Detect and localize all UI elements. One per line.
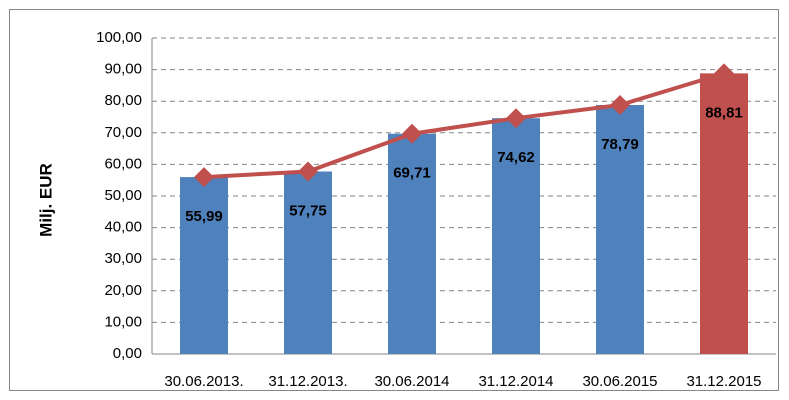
y-tick-label: 30,00	[104, 250, 142, 267]
data-label: 69,71	[393, 165, 431, 182]
y-tick-label: 10,00	[104, 313, 142, 330]
y-tick-label: 0,00	[113, 345, 142, 362]
y-tick-label: 50,00	[104, 187, 142, 204]
line	[203, 71, 725, 180]
data-label: 88,81	[705, 104, 743, 121]
x-tick-label: 30.06.2015	[582, 373, 657, 390]
bar	[180, 177, 228, 354]
y-tick-label: 100,00	[96, 29, 142, 46]
bar	[284, 171, 332, 354]
y-tick-label: 70,00	[104, 124, 142, 141]
data-label: 78,79	[601, 136, 639, 153]
data-label: 74,62	[497, 149, 535, 166]
y-tick-label: 20,00	[104, 282, 142, 299]
y-axis-label: Milj. EUR	[36, 163, 55, 237]
line-marker	[506, 108, 526, 129]
y-tick-label: 60,00	[104, 155, 142, 172]
x-tick-label: 31.12.2013.	[268, 373, 347, 390]
line-marker	[610, 95, 630, 116]
line-marker	[714, 63, 734, 84]
y-tick-label: 90,00	[104, 61, 142, 78]
y-tick-label: 40,00	[104, 219, 142, 236]
line-marker	[194, 167, 214, 188]
y-tick-label: 80,00	[104, 92, 142, 109]
bar	[388, 133, 436, 354]
line-marker	[298, 161, 318, 182]
data-label: 57,75	[289, 202, 327, 219]
bar	[492, 118, 540, 354]
line-marker	[402, 123, 422, 144]
x-tick-label: 30.06.2013.	[164, 373, 243, 390]
bar	[596, 105, 644, 355]
x-tick-label: 30.06.2014	[374, 373, 449, 390]
x-tick-label: 31.12.2015	[686, 373, 761, 390]
bar	[700, 73, 748, 354]
x-tick-label: 31.12.2014	[478, 373, 553, 390]
data-label: 55,99	[185, 208, 223, 225]
